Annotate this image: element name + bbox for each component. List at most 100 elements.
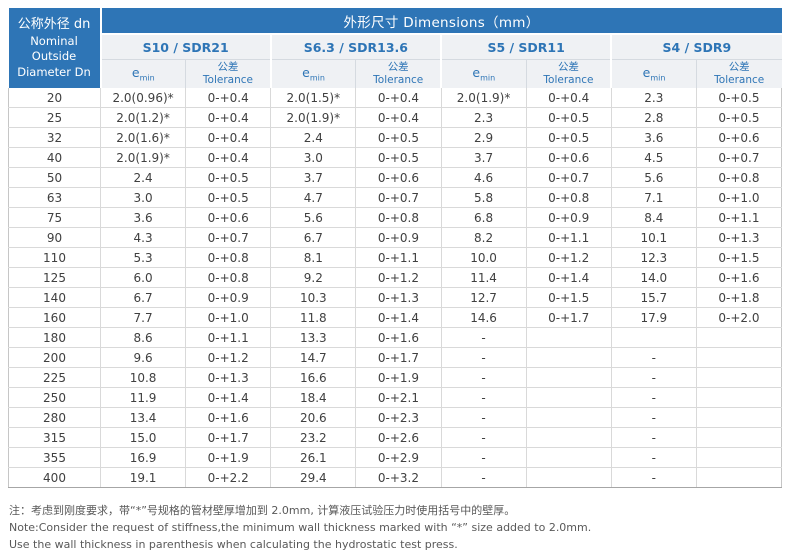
emin-symbol: e <box>302 65 310 81</box>
value-cell: 0-+0.4 <box>355 107 442 128</box>
table-row: 25 2.0(1.2)* 0-+0.4 2.0(1.9)* 0-+0.4 2.3 0-+0.… <box>8 107 783 128</box>
value-cell: 0-+1.4 <box>185 387 272 408</box>
dn-cell: 280 <box>8 407 101 428</box>
value-cell: 0-+1.1 <box>355 247 442 268</box>
table-row: 225 10.8 0-+1.3 16.6 0-+1.9- - <box>8 367 783 388</box>
value-cell: 2.0(1.5)* <box>270 88 357 108</box>
value-cell: 4.7 <box>270 187 357 208</box>
value-cell: 8.6 <box>99 327 187 348</box>
value-cell: 13.4 <box>99 407 187 428</box>
value-cell: 5.6 <box>270 207 357 228</box>
value-cell: - <box>440 447 527 468</box>
value-cell: 0-+2.1 <box>355 387 442 408</box>
value-cell: 0-+1.6 <box>695 267 783 288</box>
value-cell: 10.3 <box>270 287 357 308</box>
value-cell: 2.0(1.2)* <box>99 107 187 128</box>
dimensions-table: 公称外径 dn Nominal Outside Diameter Dn 外形尺寸… <box>8 8 783 488</box>
group-header-s10: S10 / SDR21 <box>99 34 271 60</box>
dn-cell: 140 <box>8 287 101 308</box>
value-cell: 29.4 <box>270 467 357 488</box>
value-cell: 15.7 <box>610 287 697 308</box>
value-cell <box>695 367 783 388</box>
tolerance-header: 公差 Tolerance <box>355 59 441 88</box>
dn-cell: 20 <box>8 88 101 108</box>
value-cell <box>525 447 612 468</box>
table-row: 200 9.6 0-+1.2 14.7 0-+1.7- - <box>8 347 783 368</box>
value-cell: 0-+0.4 <box>185 147 272 168</box>
tolerance-label-en: Tolerance <box>202 74 253 86</box>
dn-cell: 225 <box>8 367 101 388</box>
value-cell: - <box>610 447 697 468</box>
value-cell: 0-+0.5 <box>525 127 612 148</box>
value-cell <box>695 347 783 368</box>
tolerance-header: 公差 Tolerance <box>525 59 612 88</box>
emin-header: emin <box>439 59 527 88</box>
table-row: 140 6.7 0-+0.9 10.3 0-+1.3 12.7 0-+1.5 15.7 0-+1… <box>8 287 783 308</box>
value-cell: 0-+0.9 <box>525 207 612 228</box>
value-cell: 0-+0.7 <box>525 167 612 188</box>
value-cell: - <box>440 467 527 488</box>
dn-cell: 50 <box>8 167 101 188</box>
corner-line-en1: Nominal <box>30 34 78 49</box>
emin-subscript: min <box>480 73 496 83</box>
table-row: 110 5.3 0-+0.8 8.1 0-+1.1 10.0 0-+1.2 12.3 0-+1.… <box>8 247 783 268</box>
dn-cell: 75 <box>8 207 101 228</box>
table-row: 315 15.0 0-+1.7 23.2 0-+2.6- - <box>8 427 783 448</box>
value-cell <box>525 347 612 368</box>
value-cell: 5.8 <box>440 187 527 208</box>
dn-cell: 180 <box>8 327 101 348</box>
value-cell: 0-+2.6 <box>355 427 442 448</box>
value-cell: 0-+1.5 <box>695 247 783 268</box>
value-cell: 15.0 <box>99 427 187 448</box>
value-cell: 10.1 <box>610 227 697 248</box>
group-header-s4: S4 / SDR9 <box>610 34 782 60</box>
value-cell: 0-+0.5 <box>695 107 783 128</box>
value-cell: 0-+0.6 <box>525 147 612 168</box>
table-row: 50 2.4 0-+0.5 3.7 0-+0.6 4.6 0-+0.7 5.6 0-+0.8 <box>8 167 783 188</box>
value-cell: 11.8 <box>270 307 357 328</box>
value-cell: 0-+1.5 <box>525 287 612 308</box>
value-cell: 4.6 <box>440 167 527 188</box>
value-cell: 0-+1.4 <box>355 307 442 328</box>
value-cell: 0-+0.4 <box>525 88 612 108</box>
table-row: 125 6.0 0-+0.8 9.2 0-+1.2 11.4 0-+1.4 14.0 0-+1.… <box>8 267 783 288</box>
value-cell: 10.0 <box>440 247 527 268</box>
note-cn: 注：考虑到刚度要求，带“*”号规格的管材壁厚增加到 2.0mm, 计算液压试验压… <box>9 504 516 517</box>
value-cell: 0-+2.3 <box>355 407 442 428</box>
value-cell <box>525 327 612 348</box>
value-cell <box>695 467 783 488</box>
value-cell: 0-+1.2 <box>525 247 612 268</box>
value-cell: 0-+0.9 <box>185 287 272 308</box>
value-cell: 8.2 <box>440 227 527 248</box>
value-cell: 0-+0.6 <box>695 127 783 148</box>
dn-cell: 160 <box>8 307 101 328</box>
table-row: 355 16.9 0-+1.9 26.1 0-+2.9- - <box>8 447 783 468</box>
value-cell: - <box>610 347 697 368</box>
value-cell: 16.9 <box>99 447 187 468</box>
value-cell: 3.7 <box>440 147 527 168</box>
value-cell: 18.4 <box>270 387 357 408</box>
value-cell <box>610 327 697 348</box>
value-cell: 0-+0.6 <box>355 167 442 188</box>
value-cell <box>525 367 612 388</box>
value-cell: 2.0(0.96)* <box>99 88 187 108</box>
dn-cell: 110 <box>8 247 101 268</box>
value-cell: 0-+2.2 <box>185 467 272 488</box>
value-cell: 12.3 <box>610 247 697 268</box>
table-row: 180 8.6 0-+1.1 13.3 0-+1.6- <box>8 327 783 348</box>
value-cell: 0-+0.5 <box>695 88 783 108</box>
value-cell: - <box>440 367 527 388</box>
value-cell: 0-+0.8 <box>185 267 272 288</box>
value-cell: 6.7 <box>270 227 357 248</box>
value-cell: 0-+0.7 <box>695 147 783 168</box>
value-cell: 0-+0.4 <box>185 127 272 148</box>
value-cell: 0-+1.7 <box>185 427 272 448</box>
value-cell: 0-+1.1 <box>525 227 612 248</box>
dn-cell: 32 <box>8 127 101 148</box>
value-cell: - <box>610 427 697 448</box>
value-cell <box>695 327 783 348</box>
value-cell: - <box>610 387 697 408</box>
value-cell: 0-+3.2 <box>355 467 442 488</box>
value-cell: 11.9 <box>99 387 187 408</box>
value-cell: 9.6 <box>99 347 187 368</box>
